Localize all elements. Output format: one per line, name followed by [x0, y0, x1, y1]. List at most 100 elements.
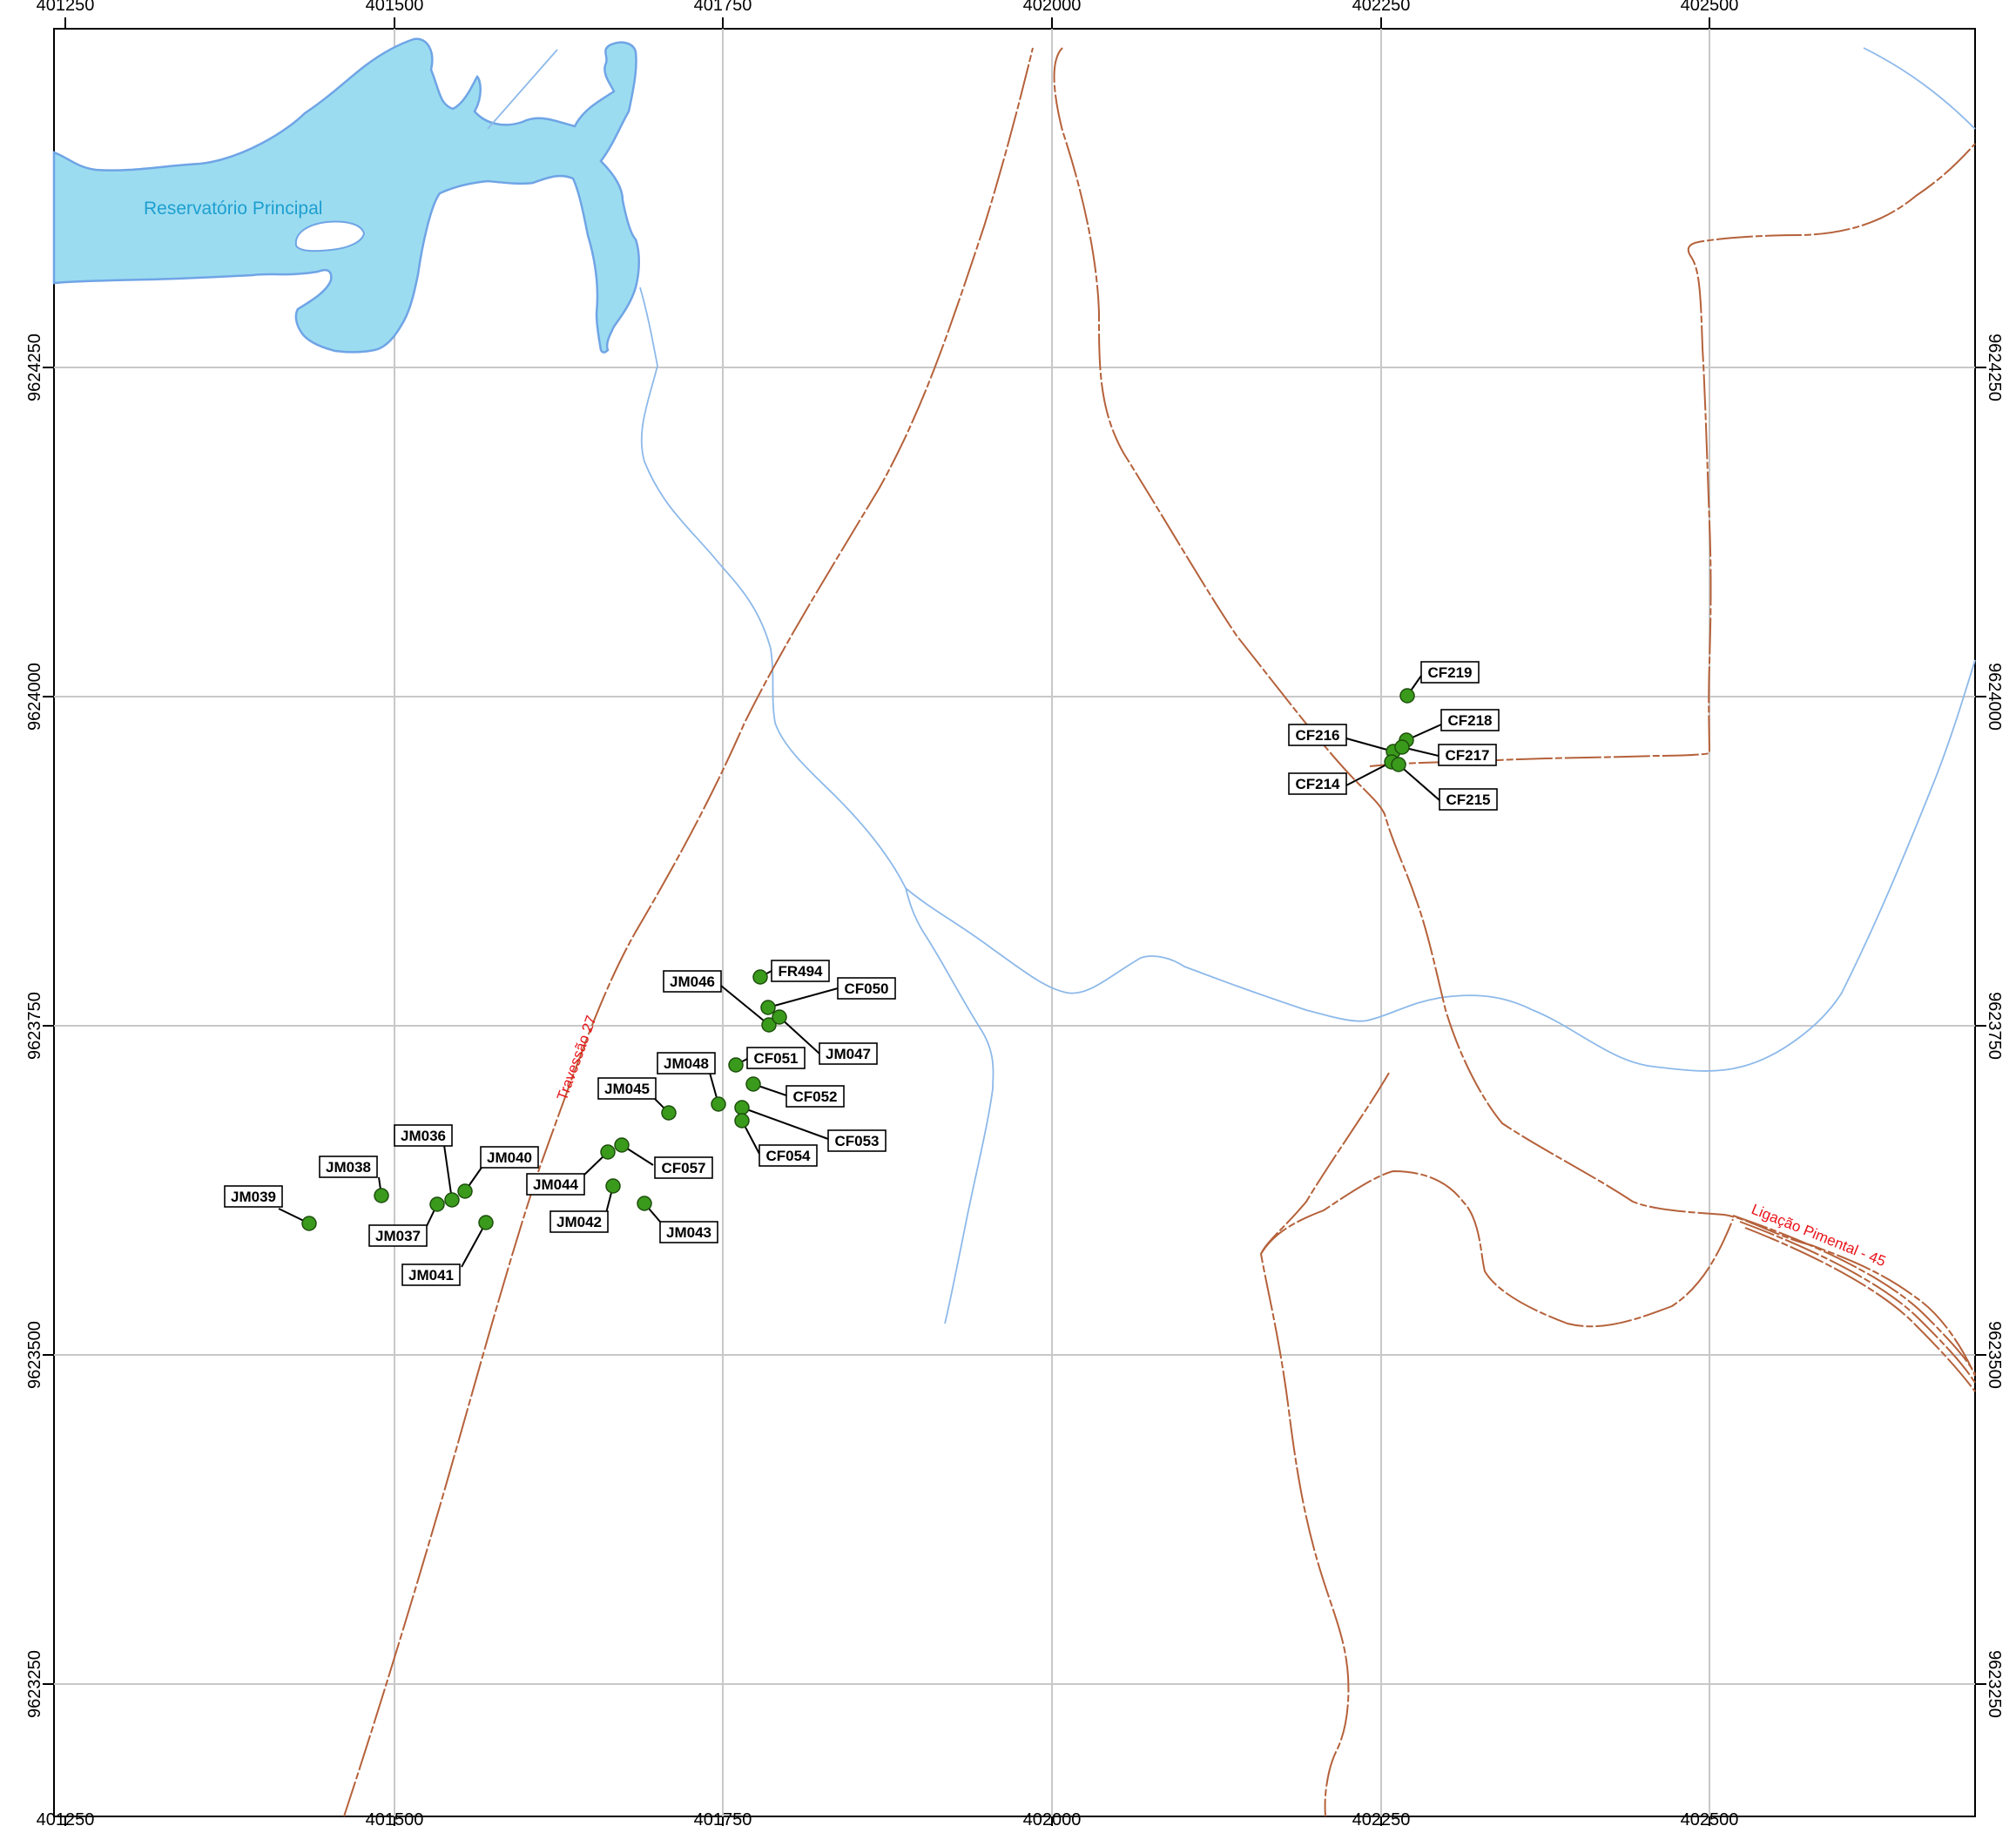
sample-point-cf057: CF057	[614, 1137, 713, 1179]
sample-point-label: CF053	[834, 1133, 879, 1149]
stream-4	[1863, 47, 1976, 130]
sample-point-jm047: JM047	[772, 1009, 878, 1065]
sample-point-label: JM039	[231, 1189, 276, 1205]
road-4	[1259, 1072, 1390, 1817]
label-box	[597, 1077, 657, 1100]
y-tick-label: 9624250	[1985, 334, 2004, 401]
sample-point-cf053: CF053	[734, 1100, 887, 1152]
label-box	[1420, 661, 1480, 684]
sample-point-marker[interactable]	[614, 1137, 630, 1153]
sample-point-marker[interactable]	[429, 1196, 445, 1212]
sample-point-jm039: JM039	[224, 1185, 317, 1231]
sample-point-jm042: JM042	[550, 1178, 621, 1233]
reservoir-polygon	[52, 37, 640, 354]
label-box	[654, 1156, 713, 1179]
label-box	[1438, 744, 1497, 766]
sample-point-marker[interactable]	[457, 1183, 473, 1199]
road-5	[1260, 1169, 1734, 1328]
sample-point-marker[interactable]	[600, 1144, 616, 1160]
sample-point-cf051: CF051	[728, 1047, 806, 1073]
x-tick-label: 401500	[366, 0, 424, 15]
y-tick-label: 9623500	[25, 1321, 44, 1389]
road-2	[1053, 47, 1976, 1377]
sample-point-marker[interactable]	[1399, 688, 1415, 704]
label-box	[771, 960, 830, 982]
sample-point-marker[interactable]	[745, 1076, 761, 1092]
y-tick-label: 9624000	[1985, 663, 2004, 731]
sample-point-jm041: JM041	[401, 1215, 494, 1286]
label-box	[659, 1221, 718, 1243]
sample-point-label: FR494	[778, 963, 823, 980]
stream-1	[487, 49, 558, 130]
x-tick-label: 402000	[1023, 0, 1082, 15]
leader-line	[443, 1144, 453, 1201]
label-box	[526, 1173, 585, 1196]
sample-point-marker[interactable]	[761, 1017, 777, 1033]
label-box	[657, 1052, 716, 1075]
road-3	[1369, 143, 1976, 767]
sample-point-jm040: JM040	[457, 1146, 539, 1199]
sample-point-marker[interactable]	[772, 1009, 787, 1025]
label-box	[837, 977, 896, 1000]
label-box	[550, 1210, 609, 1233]
sample-point-label: JM038	[326, 1159, 371, 1176]
y-tick-label: 9623750	[25, 992, 44, 1060]
x-tick-label: 401750	[694, 1810, 752, 1826]
sample-point-marker[interactable]	[1394, 739, 1410, 755]
sample-point-marker[interactable]	[711, 1096, 726, 1112]
sample-point-label: JM043	[666, 1224, 711, 1241]
x-tick-label: 402250	[1352, 1810, 1411, 1826]
label-box	[746, 1047, 806, 1069]
sample-point-marker[interactable]	[752, 969, 768, 985]
tick-marks	[43, 17, 1986, 1826]
sample-point-marker[interactable]	[734, 1113, 750, 1129]
x-tick-label: 402500	[1681, 0, 1739, 15]
sample-point-label: CF218	[1447, 712, 1492, 729]
sample-point-label: JM042	[556, 1214, 602, 1230]
label-box	[394, 1124, 453, 1147]
x-tick-label: 402250	[1352, 0, 1411, 15]
sample-point-label: JM047	[826, 1046, 871, 1062]
label-box	[663, 970, 722, 993]
sample-point-marker[interactable]	[728, 1057, 744, 1073]
x-tick-label: 401250	[37, 1810, 95, 1826]
label-box	[759, 1144, 818, 1167]
sample-point-label: CF057	[661, 1160, 705, 1176]
sample-point-marker[interactable]	[1391, 757, 1406, 772]
label-box	[1288, 724, 1347, 746]
sample-point-marker[interactable]	[760, 1000, 776, 1015]
label-box	[1288, 772, 1347, 795]
y-tick-label: 9624000	[25, 663, 44, 731]
leader-line	[1345, 738, 1394, 752]
reservoir-label: Reservatório Principal	[144, 199, 322, 219]
road-travessao-27	[343, 47, 1034, 1817]
sample-point-label: JM045	[604, 1081, 650, 1097]
sample-point-marker[interactable]	[637, 1196, 652, 1211]
sample-point-marker[interactable]	[301, 1216, 317, 1231]
sample-point-cf052: CF052	[745, 1076, 845, 1108]
sample-point-marker[interactable]	[605, 1178, 621, 1194]
road-pimental-45-b	[1739, 1221, 1976, 1384]
sample-point-jm037: JM037	[368, 1196, 445, 1247]
sample-point-marker[interactable]	[444, 1192, 460, 1208]
label-box	[368, 1224, 428, 1247]
sample-point-marker[interactable]	[478, 1215, 494, 1230]
reservoir-island	[294, 220, 366, 253]
sample-point-label: CF051	[753, 1050, 798, 1067]
sample-point-jm048: JM048	[657, 1052, 726, 1112]
sample-point-marker[interactable]	[661, 1105, 677, 1121]
coordinate-labels-left: 9624250 9624000 9623750 9623500 9623250	[25, 334, 44, 1718]
sample-point-label: CF219	[1427, 664, 1472, 681]
y-tick-label: 9623250	[25, 1650, 44, 1718]
sample-point-marker[interactable]	[374, 1188, 389, 1203]
leader-line	[767, 987, 839, 1008]
sample-point-jm045: JM045	[597, 1077, 677, 1121]
sample-point-jm044: JM044	[526, 1144, 616, 1196]
label-box	[224, 1185, 283, 1208]
sample-points: JM039 JM038 JM036 JM040 JM037 JM041 JM044 CF057…	[224, 661, 1500, 1286]
streams	[487, 47, 1976, 1324]
label-box	[1439, 788, 1498, 811]
sample-point-label: JM037	[375, 1228, 421, 1244]
sample-point-marker[interactable]	[734, 1100, 750, 1115]
stream-2	[639, 286, 995, 1324]
